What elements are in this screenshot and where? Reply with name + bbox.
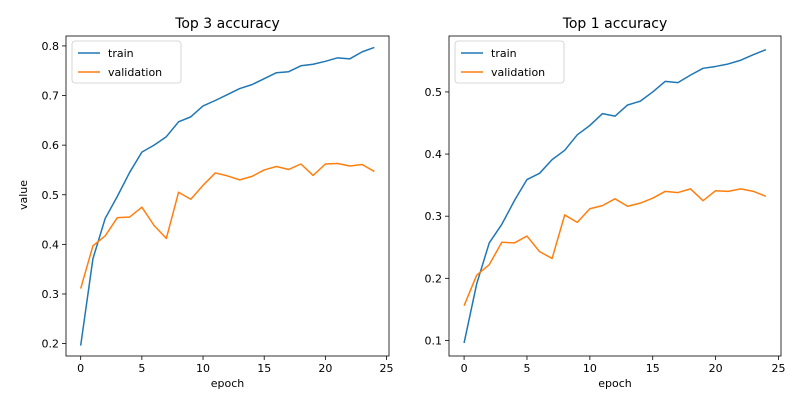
y-tick-label: 0.8	[42, 40, 60, 53]
x-tick-label: 25	[771, 362, 785, 375]
x-tick-label: 20	[318, 362, 332, 375]
y-tick-label: 0.2	[42, 338, 60, 351]
series-line-validation	[79, 162, 375, 289]
legend: train validation	[71, 40, 182, 84]
y-tick-label: 0.3	[425, 210, 443, 223]
x-tick-label: 10	[583, 362, 597, 375]
series-line-train	[79, 46, 375, 346]
legend: train validation	[454, 40, 565, 84]
legend-label-train: train	[491, 47, 517, 60]
x-tick-label: 5	[523, 362, 530, 375]
plot-frame	[448, 35, 782, 357]
chart-title: Top 1 accuracy	[562, 16, 668, 32]
series-line-validation	[463, 188, 767, 306]
legend-label-validation: validation	[491, 66, 545, 79]
top1-accuracy-panel: Top 1 accuracy 0 5 10 15 20 25 0.1 0.2 0.3 0.4 0.5 e…	[425, 16, 786, 390]
legend-label-train: train	[108, 47, 134, 60]
series-lines	[79, 46, 375, 346]
y-tick-label: 0.4	[42, 238, 60, 251]
y-tick-label: 0.5	[425, 86, 443, 99]
y-tick-label: 0.5	[42, 189, 60, 202]
x-tick-label: 25	[380, 362, 394, 375]
y-tick-label: 0.1	[425, 334, 443, 347]
x-tick-label: 20	[709, 362, 723, 375]
x-axis-label: epoch	[211, 377, 245, 390]
y-tick-label: 0.7	[42, 90, 60, 103]
y-tick-label: 0.3	[42, 288, 60, 301]
y-tick-label: 0.2	[425, 272, 443, 285]
x-tick-label: 15	[257, 362, 271, 375]
top3-accuracy-panel: Top 3 accuracy 0 5 10 15 20 25 0.2 0.3 0.4 0.5 0.6 0…	[42, 16, 394, 390]
y-tick-label: 0.6	[42, 139, 60, 152]
chart-title: Top 3 accuracy	[174, 16, 280, 32]
x-tick-label: 15	[646, 362, 660, 375]
series-lines	[463, 48, 767, 344]
x-axis-label: epoch	[598, 377, 632, 390]
series-line-train	[463, 48, 767, 344]
x-tick-label: 0	[77, 362, 84, 375]
x-tick-label: 5	[138, 362, 145, 375]
legend-label-validation: validation	[108, 66, 162, 79]
x-tick-label: 10	[196, 362, 210, 375]
y-tick-label: 0.4	[425, 148, 443, 161]
plot-frame	[65, 35, 390, 357]
x-tick-label: 0	[461, 362, 468, 375]
y-axis-label: value	[17, 180, 30, 210]
